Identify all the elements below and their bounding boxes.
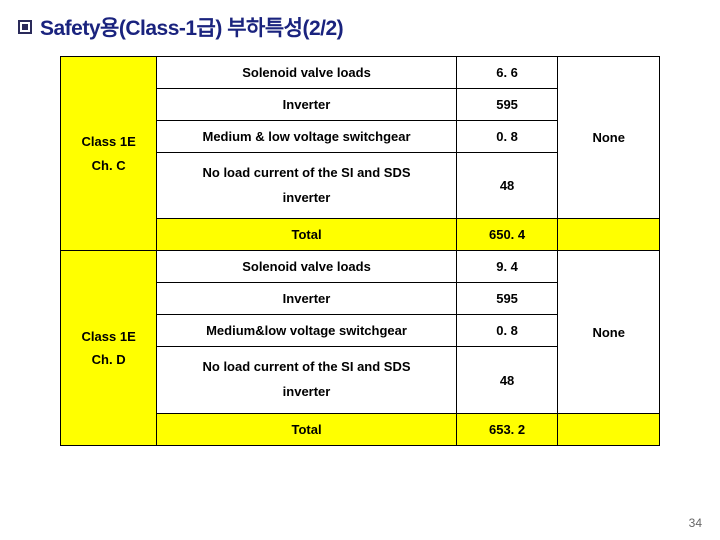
table-row: Class 1ECh. CSolenoid valve loads6. 6Non… — [61, 57, 660, 89]
row-label: No load current of the SI and SDSinverte… — [157, 153, 457, 219]
row-label: Solenoid valve loads — [157, 251, 457, 283]
remark-cell: None — [558, 57, 660, 219]
page-title: Safety용(Class-1급) 부하특성(2/2) — [40, 12, 343, 42]
load-table: Class 1ECh. CSolenoid valve loads6. 6Non… — [60, 56, 660, 446]
row-label: Inverter — [157, 89, 457, 121]
table-body: Class 1ECh. CSolenoid valve loads6. 6Non… — [61, 57, 660, 446]
total-label: Total — [157, 413, 457, 445]
total-remark — [558, 219, 660, 251]
row-value: 9. 4 — [456, 251, 558, 283]
row-label: No load current of the SI and SDSinverte… — [157, 347, 457, 413]
row-value: 0. 8 — [456, 315, 558, 347]
row-group-header: Class 1ECh. C — [61, 57, 157, 251]
row-value: 48 — [456, 153, 558, 219]
remark-cell: None — [558, 251, 660, 413]
row-value: 6. 6 — [456, 57, 558, 89]
header: Safety용(Class-1급) 부하특성(2/2) — [0, 0, 720, 48]
row-label: Medium&low voltage switchgear — [157, 315, 457, 347]
total-value: 653. 2 — [456, 413, 558, 445]
bullet-icon — [18, 20, 32, 34]
total-value: 650. 4 — [456, 219, 558, 251]
row-label: Solenoid valve loads — [157, 57, 457, 89]
row-value: 595 — [456, 283, 558, 315]
row-label: Inverter — [157, 283, 457, 315]
table-container: Class 1ECh. CSolenoid valve loads6. 6Non… — [0, 48, 720, 446]
table-row: Class 1ECh. DSolenoid valve loads9. 4Non… — [61, 251, 660, 283]
row-label: Medium & low voltage switchgear — [157, 121, 457, 153]
total-label: Total — [157, 219, 457, 251]
row-value: 48 — [456, 347, 558, 413]
total-remark — [558, 413, 660, 445]
row-value: 595 — [456, 89, 558, 121]
row-value: 0. 8 — [456, 121, 558, 153]
row-group-header: Class 1ECh. D — [61, 251, 157, 445]
page-number: 34 — [689, 516, 702, 530]
